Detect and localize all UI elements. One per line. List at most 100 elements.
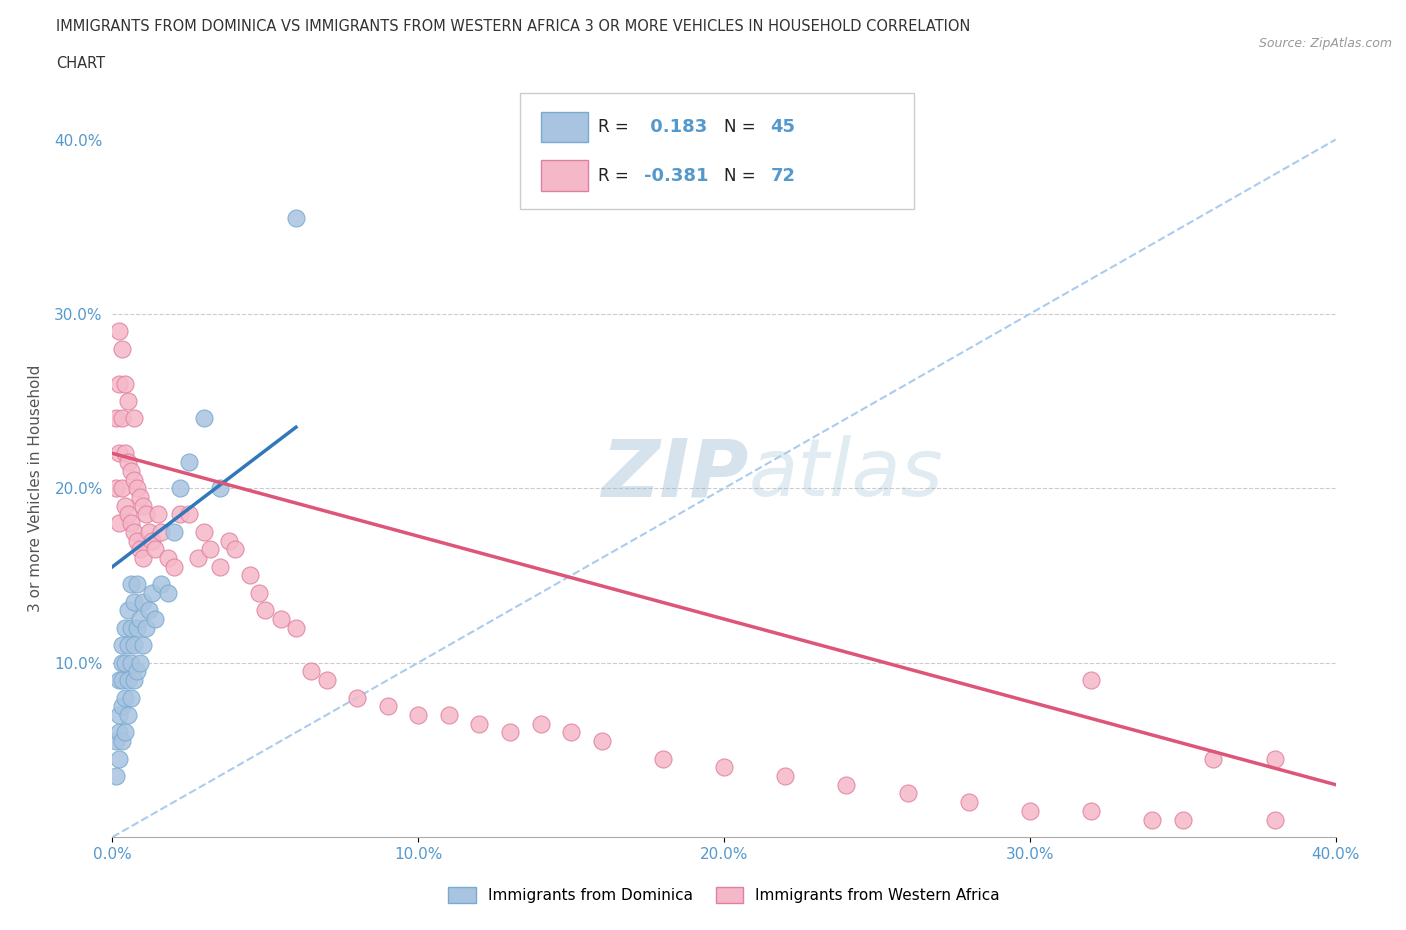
Point (117, 455, 139, 470)
Point (713, 760, 735, 775)
Point (530, 716, 553, 731)
Point (117, 708, 139, 723)
Point (247, 586, 270, 601)
Point (775, 768, 797, 783)
Point (239, 568, 262, 583)
Point (315, 672, 337, 687)
Point (111, 734, 134, 749)
Text: N =: N = (724, 166, 761, 185)
Point (150, 525, 173, 539)
Point (218, 533, 240, 548)
Point (156, 551, 179, 565)
Point (120, 577, 142, 591)
Point (135, 507, 157, 522)
Legend: Immigrants from Dominica, Immigrants from Western Africa: Immigrants from Dominica, Immigrants fro… (441, 882, 1007, 910)
Point (177, 455, 200, 470)
Point (1142, 812, 1164, 827)
Point (193, 411, 215, 426)
Point (163, 559, 186, 574)
Point (107, 708, 129, 723)
Point (125, 620, 148, 635)
Point (120, 655, 142, 670)
Point (111, 655, 134, 670)
Point (122, 472, 145, 487)
Point (560, 725, 582, 740)
Text: atlas: atlas (748, 435, 943, 513)
Point (1264, 812, 1286, 827)
Point (114, 498, 136, 513)
Point (148, 507, 170, 522)
Point (107, 751, 129, 766)
Point (122, 672, 145, 687)
Point (125, 577, 148, 591)
Point (111, 672, 134, 687)
Point (125, 664, 148, 679)
Point (169, 507, 191, 522)
Text: 45: 45 (770, 118, 796, 137)
Point (377, 698, 399, 713)
Point (114, 446, 136, 461)
Point (835, 777, 858, 792)
Point (1171, 812, 1194, 827)
Point (141, 533, 163, 548)
Point (122, 411, 145, 426)
Point (117, 507, 139, 522)
Point (114, 725, 136, 740)
Point (111, 341, 134, 356)
Point (200, 542, 222, 557)
Point (120, 463, 142, 478)
Point (107, 725, 129, 740)
Point (1080, 804, 1102, 818)
Point (1018, 804, 1040, 818)
Point (107, 515, 129, 530)
Text: CHART: CHART (56, 56, 105, 71)
Point (499, 725, 522, 740)
Y-axis label: 3 or more Vehicles in Household: 3 or more Vehicles in Household (28, 365, 44, 612)
Point (122, 594, 145, 609)
Point (104, 411, 127, 426)
Point (129, 489, 152, 504)
Text: N =: N = (724, 118, 761, 137)
Point (254, 603, 277, 618)
Point (107, 376, 129, 391)
Point (652, 751, 675, 766)
Text: Source: ZipAtlas.com: Source: ZipAtlas.com (1258, 37, 1392, 50)
Point (135, 620, 157, 635)
Point (156, 586, 179, 601)
Point (117, 638, 139, 653)
Point (138, 525, 160, 539)
Point (208, 559, 231, 574)
Point (104, 768, 127, 783)
Point (177, 507, 200, 522)
Point (125, 481, 148, 496)
Point (132, 551, 155, 565)
Point (169, 481, 191, 496)
Point (114, 620, 136, 635)
Point (408, 708, 430, 723)
Point (132, 498, 155, 513)
Text: -0.381: -0.381 (644, 166, 709, 185)
Point (468, 716, 491, 731)
Point (141, 586, 163, 601)
Point (591, 734, 613, 749)
Point (132, 594, 155, 609)
Point (138, 603, 160, 618)
Point (143, 542, 166, 557)
Text: 0.183: 0.183 (644, 118, 707, 137)
Point (107, 672, 129, 687)
Point (114, 690, 136, 705)
Point (299, 664, 322, 679)
Point (117, 672, 139, 687)
Point (193, 525, 215, 539)
Point (187, 551, 209, 565)
Point (346, 690, 368, 705)
Point (284, 620, 308, 635)
Point (897, 786, 920, 801)
Point (117, 393, 139, 408)
Point (114, 655, 136, 670)
Point (111, 698, 134, 713)
Point (114, 376, 136, 391)
Point (957, 794, 980, 809)
Point (125, 533, 148, 548)
Point (107, 446, 129, 461)
